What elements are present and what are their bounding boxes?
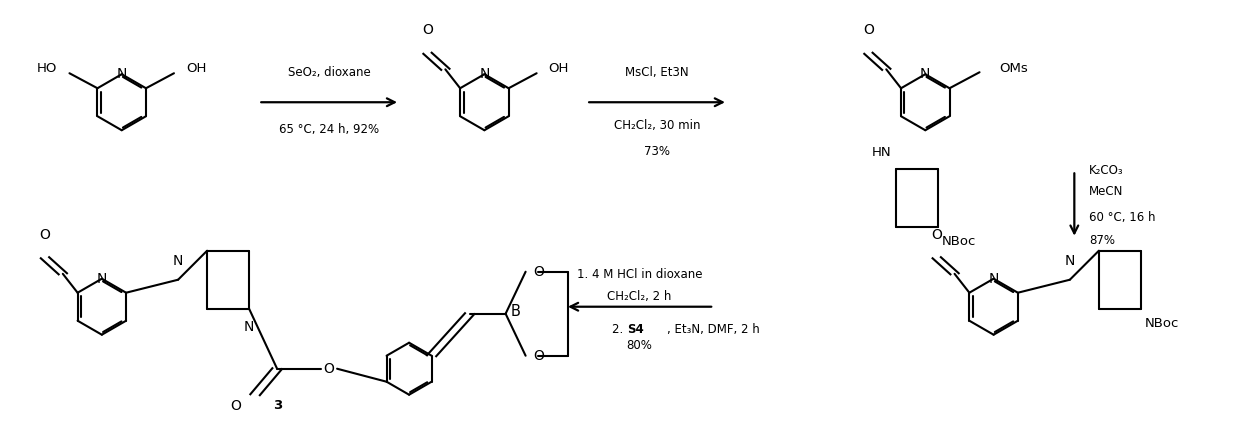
Text: O: O [534,349,544,363]
Text: O: O [40,228,51,242]
Text: MeCN: MeCN [1089,185,1124,198]
Text: N: N [117,67,127,81]
Text: 73%: 73% [645,145,669,158]
Text: B: B [510,304,520,319]
Text: K₂CO₃: K₂CO₃ [1089,164,1124,177]
Text: N: N [97,272,107,286]
Text: N: N [479,67,489,81]
Text: 3: 3 [273,399,282,412]
Text: O: O [324,362,334,376]
Text: 65 °C, 24 h, 92%: 65 °C, 24 h, 92% [279,124,379,136]
Text: CH₂Cl₂, 30 min: CH₂Cl₂, 30 min [614,119,700,132]
Text: OH: OH [549,62,569,75]
Text: NBoc: NBoc [941,235,976,248]
Text: O: O [534,265,544,279]
Text: , Et₃N, DMF, 2 h: , Et₃N, DMF, 2 h [667,323,760,336]
Text: NBoc: NBoc [1145,317,1179,330]
Text: OH: OH [186,62,206,75]
Text: O: O [422,23,433,37]
Text: N: N [243,320,255,334]
Text: 87%: 87% [1089,234,1115,247]
Text: N: N [173,254,184,268]
Text: O: O [230,399,241,413]
Text: OMs: OMs [1000,62,1028,75]
Text: O: O [932,228,943,242]
Text: 80%: 80% [627,340,652,352]
Text: N: N [920,67,930,81]
Text: SeO₂, dioxane: SeO₂, dioxane [288,66,370,79]
Text: N: N [989,272,999,286]
Text: 2.: 2. [612,323,627,336]
Text: HN: HN [872,146,892,159]
Text: N: N [1064,254,1076,268]
Text: CH₂Cl₂, 2 h: CH₂Cl₂, 2 h [607,290,672,302]
Text: O: O [863,23,874,37]
Text: 1. 4 M HCl in dioxane: 1. 4 M HCl in dioxane [576,268,703,281]
Text: S4: S4 [627,323,643,336]
Text: HO: HO [37,62,57,75]
Text: MsCl, Et3N: MsCl, Et3N [625,66,689,79]
Text: 60 °C, 16 h: 60 °C, 16 h [1089,211,1156,224]
